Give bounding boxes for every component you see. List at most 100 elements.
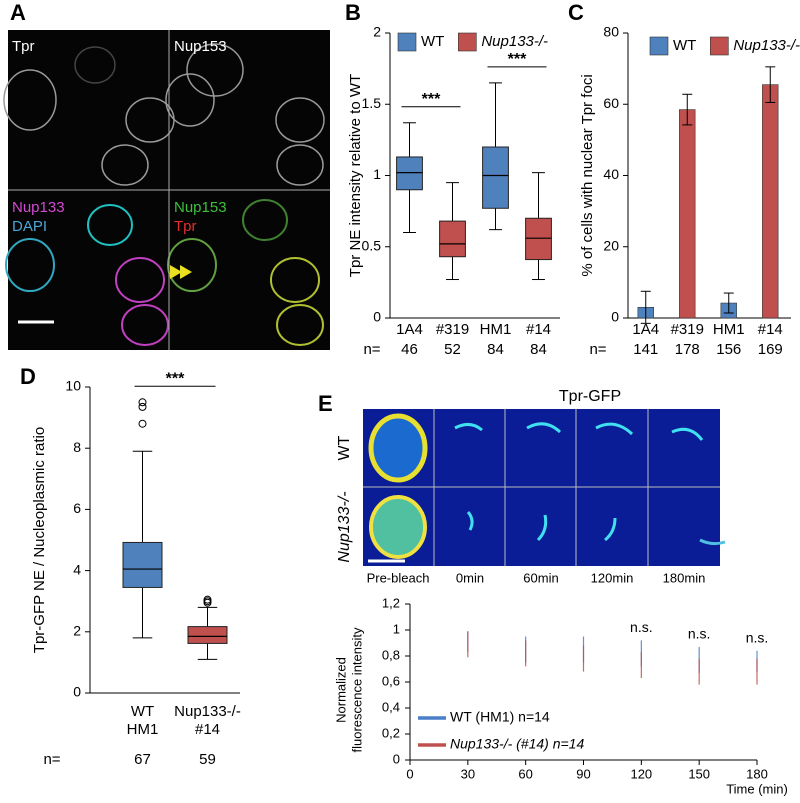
y-tick-label: 0,8 [382, 647, 400, 662]
x-tick-label: #319 [671, 321, 704, 338]
column-label: Pre-bleach [367, 570, 430, 585]
n-label: n= [43, 751, 60, 768]
column-label: 120min [591, 570, 634, 585]
y-tick-label: 0 [73, 684, 81, 700]
y-tick-label: 60 [603, 95, 619, 111]
x-tick-label: #14 [195, 721, 220, 738]
y-tick-label: 80 [603, 24, 619, 40]
annotation: n.s. [746, 630, 769, 646]
box [439, 220, 466, 258]
legend-label: Nup133-/- [733, 37, 800, 54]
x-tick-label: 180 [746, 766, 768, 781]
n-count: 84 [487, 341, 504, 358]
column-label: 0min [456, 570, 484, 585]
y-tick-label: 4 [73, 561, 81, 577]
y-tick-label: 2 [373, 24, 381, 40]
n-label: n= [589, 341, 606, 358]
x-tick-label: HM1 [480, 321, 512, 338]
n-count: 156 [716, 341, 741, 358]
annotation: n.s. [688, 626, 711, 642]
x-tick-label: 120 [630, 766, 652, 781]
legend-swatch [397, 32, 417, 52]
legend-label: WT [421, 33, 444, 50]
x-tick-label: #14 [526, 321, 551, 338]
y-tick-label: 40 [603, 166, 619, 182]
significance-label: *** [422, 91, 441, 108]
x-tick-label: Nup133-/- [174, 703, 241, 720]
x-tick-label: 1A4 [396, 321, 423, 338]
outlier [138, 402, 147, 411]
legend-label: Nup133-/- [481, 33, 548, 50]
box [187, 626, 228, 644]
channel-label: Nup153 [174, 38, 227, 55]
n-count: 67 [134, 751, 151, 768]
x-tick-label: HM1 [713, 321, 745, 338]
legend-swatch [649, 36, 669, 56]
n-count: 169 [758, 341, 783, 358]
micrograph-panel-e [363, 409, 726, 566]
x-tick-label: HM1 [127, 721, 159, 738]
x-tick-label: 150 [688, 766, 710, 781]
n-count: 52 [444, 341, 461, 358]
n-label: n= [363, 341, 380, 358]
y-tick-label: 0 [373, 309, 381, 325]
y-tick-label: 1.5 [362, 95, 382, 111]
panel-label: A [10, 0, 26, 25]
column-label: 180min [663, 570, 706, 585]
box [482, 146, 509, 209]
legend-label: WT [673, 37, 696, 54]
panel-label: C [568, 0, 584, 25]
y-axis-label: fluorescence intensity [349, 627, 364, 753]
x-tick-label: 0 [406, 766, 413, 781]
y-axis-label: Tpr NE intensity relative to WT [347, 74, 364, 277]
bar [679, 109, 696, 319]
x-tick-label: 90 [576, 766, 590, 781]
significance-label: *** [508, 51, 527, 68]
y-axis-label: % of cells with nuclear Tpr foci [579, 74, 596, 276]
panel-label: B [345, 0, 361, 25]
y-tick-label: 0,6 [382, 673, 400, 688]
y-tick-label: 0 [611, 309, 619, 325]
box [122, 541, 163, 588]
box [525, 217, 552, 261]
channel-label: Nup133 [12, 199, 65, 216]
y-tick-label: 0,4 [382, 699, 400, 714]
significance-label: *** [166, 371, 185, 388]
n-count: 59 [199, 751, 216, 768]
panel-label: D [20, 364, 36, 389]
x-axis-label: Time (min) [726, 781, 788, 796]
row-label: Nup133-/- [336, 491, 353, 562]
y-axis-label: Tpr-GFP NE / Nucleoplasmic ratio [31, 427, 48, 653]
y-tick-label: 1 [393, 621, 400, 636]
x-tick-label: 1A4 [632, 321, 659, 338]
outlier [203, 595, 212, 604]
y-tick-label: 1,2 [382, 595, 400, 610]
annotation: n.s. [630, 619, 653, 635]
channel-label: Nup153 [174, 199, 227, 216]
panel-label: E [318, 391, 333, 416]
n-count: 84 [530, 341, 547, 358]
n-count: 141 [633, 341, 658, 358]
bar [762, 84, 779, 319]
micrograph-panel-a [3, 30, 330, 350]
y-tick-label: 10 [65, 378, 81, 394]
legend-label: WT (HM1) n=14 [450, 709, 550, 725]
y-tick-label: 20 [603, 237, 619, 253]
x-tick-label: #14 [758, 321, 783, 338]
image-title: Tpr-GFP [559, 388, 621, 405]
x-tick-label: 30 [461, 766, 475, 781]
x-tick-label: 60 [518, 766, 532, 781]
column-label: 60min [523, 570, 558, 585]
y-tick-label: 0 [393, 751, 400, 766]
legend-label: Nup133-/- (#14) n=14 [450, 736, 584, 752]
y-tick-label: 1 [373, 166, 381, 182]
n-count: 178 [675, 341, 700, 358]
outlier [138, 419, 147, 428]
legend-swatch [458, 32, 477, 52]
n-count: 46 [401, 341, 418, 358]
x-tick-label: WT [131, 703, 154, 720]
y-tick-label: 6 [73, 500, 81, 516]
channel-label: DAPI [12, 218, 47, 235]
channel-label: Tpr [174, 218, 197, 235]
